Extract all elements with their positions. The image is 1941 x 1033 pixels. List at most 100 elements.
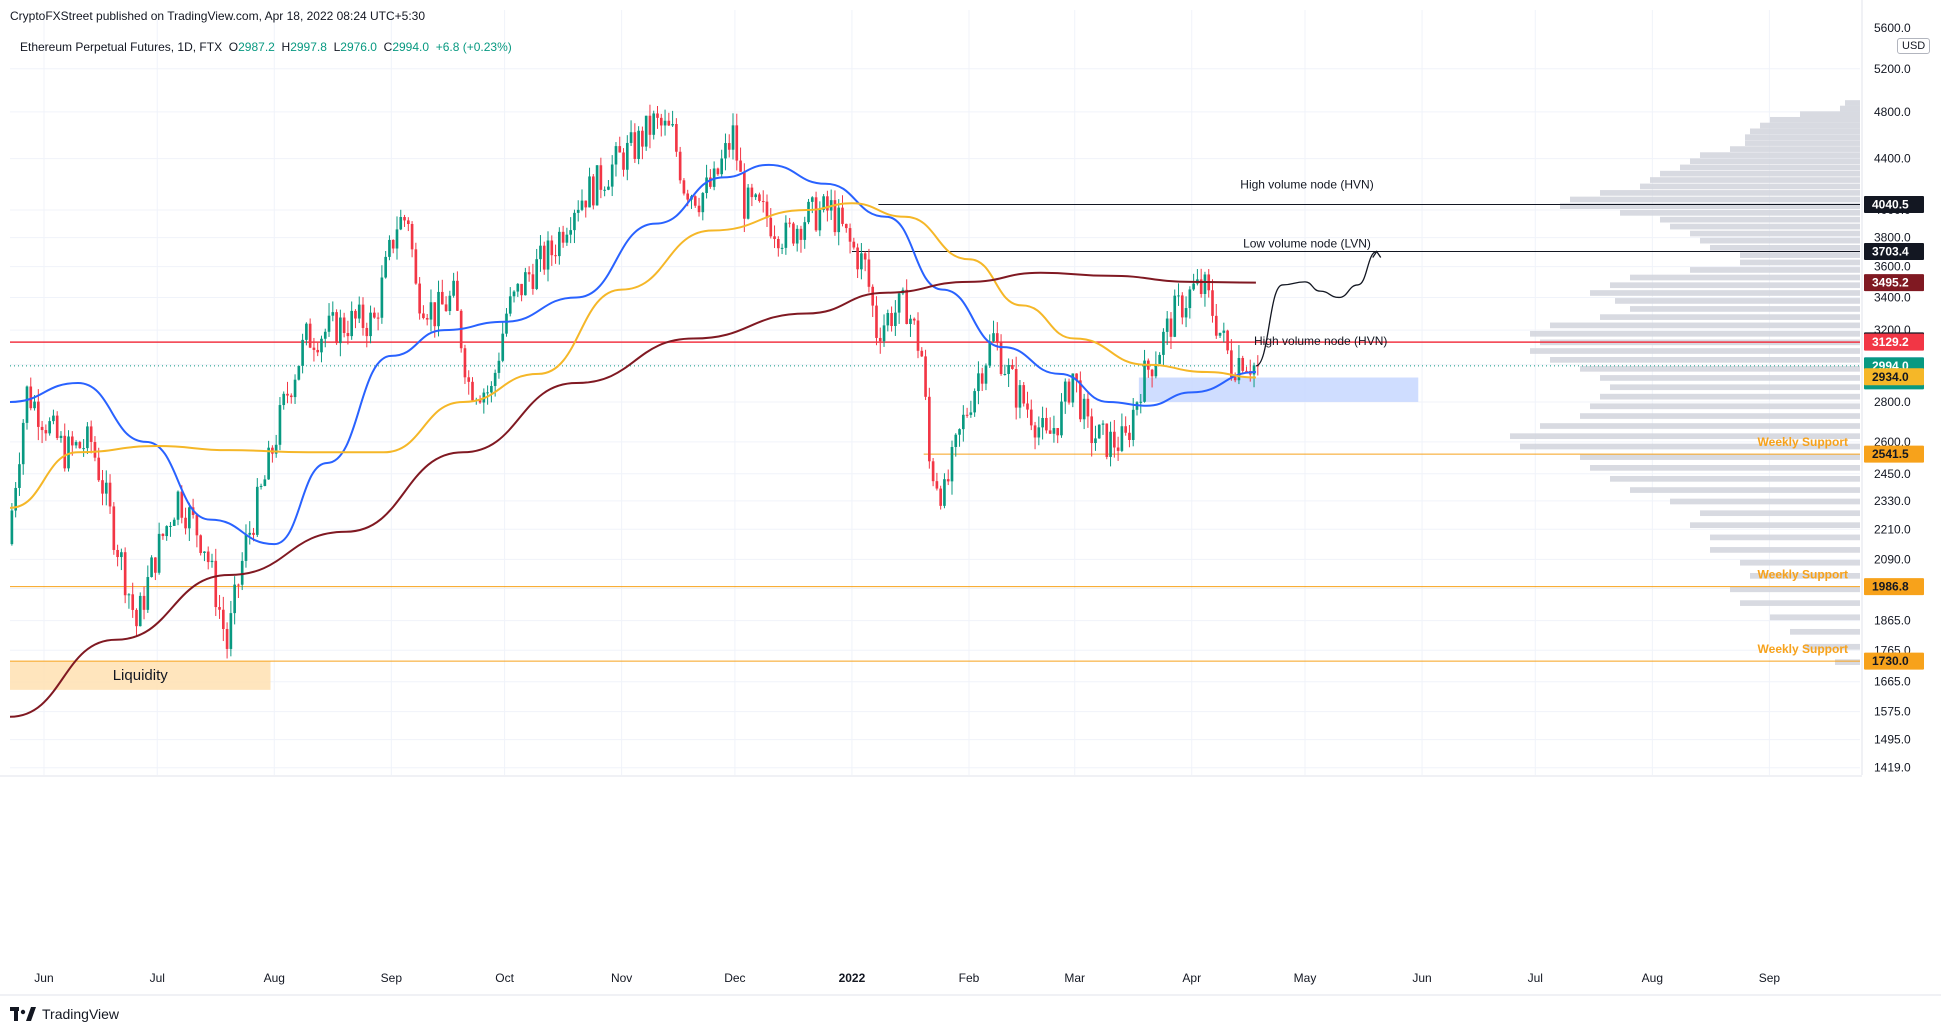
time-tick-label: 2022 [839, 971, 866, 985]
candle [807, 198, 810, 225]
candle-body [788, 222, 791, 224]
candle-body [822, 196, 825, 210]
candle-body [267, 447, 270, 480]
candle-body [67, 436, 70, 469]
candle [452, 272, 455, 298]
candle-body [988, 341, 992, 366]
projection-path [1255, 250, 1377, 367]
candle [21, 419, 25, 475]
candle-body [920, 350, 924, 357]
candle [127, 593, 131, 609]
candle [1162, 328, 1165, 366]
candle [512, 290, 516, 303]
candle [108, 474, 112, 514]
candle [1214, 303, 1218, 339]
volume-profile-bar [1600, 190, 1860, 196]
tradingview-brand[interactable]: TradingView [10, 1006, 119, 1022]
candle [1037, 416, 1041, 446]
candle-body [905, 289, 909, 325]
candle [1094, 425, 1097, 451]
price-tick-label: 3600.0 [1874, 260, 1911, 274]
candle [467, 370, 471, 395]
candle [701, 191, 705, 221]
candle-body [229, 613, 233, 649]
candle-body [172, 519, 176, 526]
candle-body [286, 393, 289, 396]
candle [614, 142, 618, 177]
volume-profile-bar [1610, 282, 1860, 289]
candle [267, 440, 270, 480]
candle [829, 189, 833, 220]
price-tick-label: 2600.0 [1874, 435, 1911, 449]
candle-body [656, 113, 659, 118]
price-tag-background [1864, 445, 1924, 463]
candle [1101, 420, 1105, 435]
candle [992, 320, 995, 343]
ohlc-high: H2997.8 [281, 40, 327, 54]
candle [1146, 358, 1150, 378]
candle [588, 167, 591, 208]
candle-body [897, 293, 901, 313]
candle [644, 115, 648, 151]
axis-price-tag: 2934.0 [1864, 368, 1924, 386]
candle-body [969, 412, 973, 415]
level-price-tag: 1986.8 [1864, 578, 1924, 596]
candle-body [63, 435, 67, 469]
volume-profile-bar [1590, 290, 1860, 296]
candle [576, 200, 580, 222]
candle-body [810, 197, 814, 202]
volume-profile-bar [1580, 413, 1860, 419]
candle-body [1086, 398, 1090, 417]
candle [826, 190, 829, 222]
candle-body [365, 327, 369, 337]
candle [206, 546, 210, 570]
candle-body [516, 283, 520, 292]
candle-body [354, 310, 357, 319]
candle-body [1048, 430, 1052, 434]
candle [1003, 364, 1007, 376]
candle-body [357, 304, 361, 319]
candle [550, 235, 554, 266]
candle [425, 313, 429, 326]
candle-body [890, 313, 893, 327]
candle-body [1033, 425, 1037, 438]
candle-body [36, 401, 40, 427]
candle-body [928, 396, 931, 462]
candle [218, 594, 221, 619]
candle [104, 470, 108, 506]
candle-body [240, 560, 244, 585]
candle [818, 201, 822, 237]
candle [799, 225, 803, 253]
candle-body [995, 333, 999, 343]
candle-body [150, 557, 153, 578]
candle-body [682, 180, 686, 194]
volume-profile-bar [1560, 203, 1860, 209]
candle [678, 146, 682, 184]
volume-profile-bar [1600, 393, 1860, 400]
candle [1143, 349, 1146, 403]
candle [350, 301, 354, 340]
candle-body [961, 414, 965, 430]
candle-body [1045, 417, 1048, 431]
candle-body [539, 245, 542, 260]
candle-body [814, 197, 818, 231]
candle-body [1188, 289, 1192, 309]
candle [395, 216, 399, 260]
candle-body [1014, 368, 1018, 408]
candle [833, 190, 837, 236]
candle [93, 436, 97, 462]
candle [977, 361, 980, 405]
candle [682, 178, 686, 196]
candle [10, 503, 14, 546]
time-tick-label: Sep [1759, 971, 1781, 985]
candle-body [59, 435, 63, 438]
currency-label[interactable]: USD [1897, 38, 1931, 54]
symbol-legend: Ethereum Perpetual Futures, 1D, FTX O298… [20, 40, 512, 54]
candle-body [373, 312, 376, 318]
candle [429, 289, 433, 332]
candle [1207, 269, 1211, 298]
price-tag-label: 3495.2 [1872, 276, 1909, 290]
ohlc-open: O2987.2 [228, 40, 275, 54]
price-tag-background [1864, 652, 1924, 670]
